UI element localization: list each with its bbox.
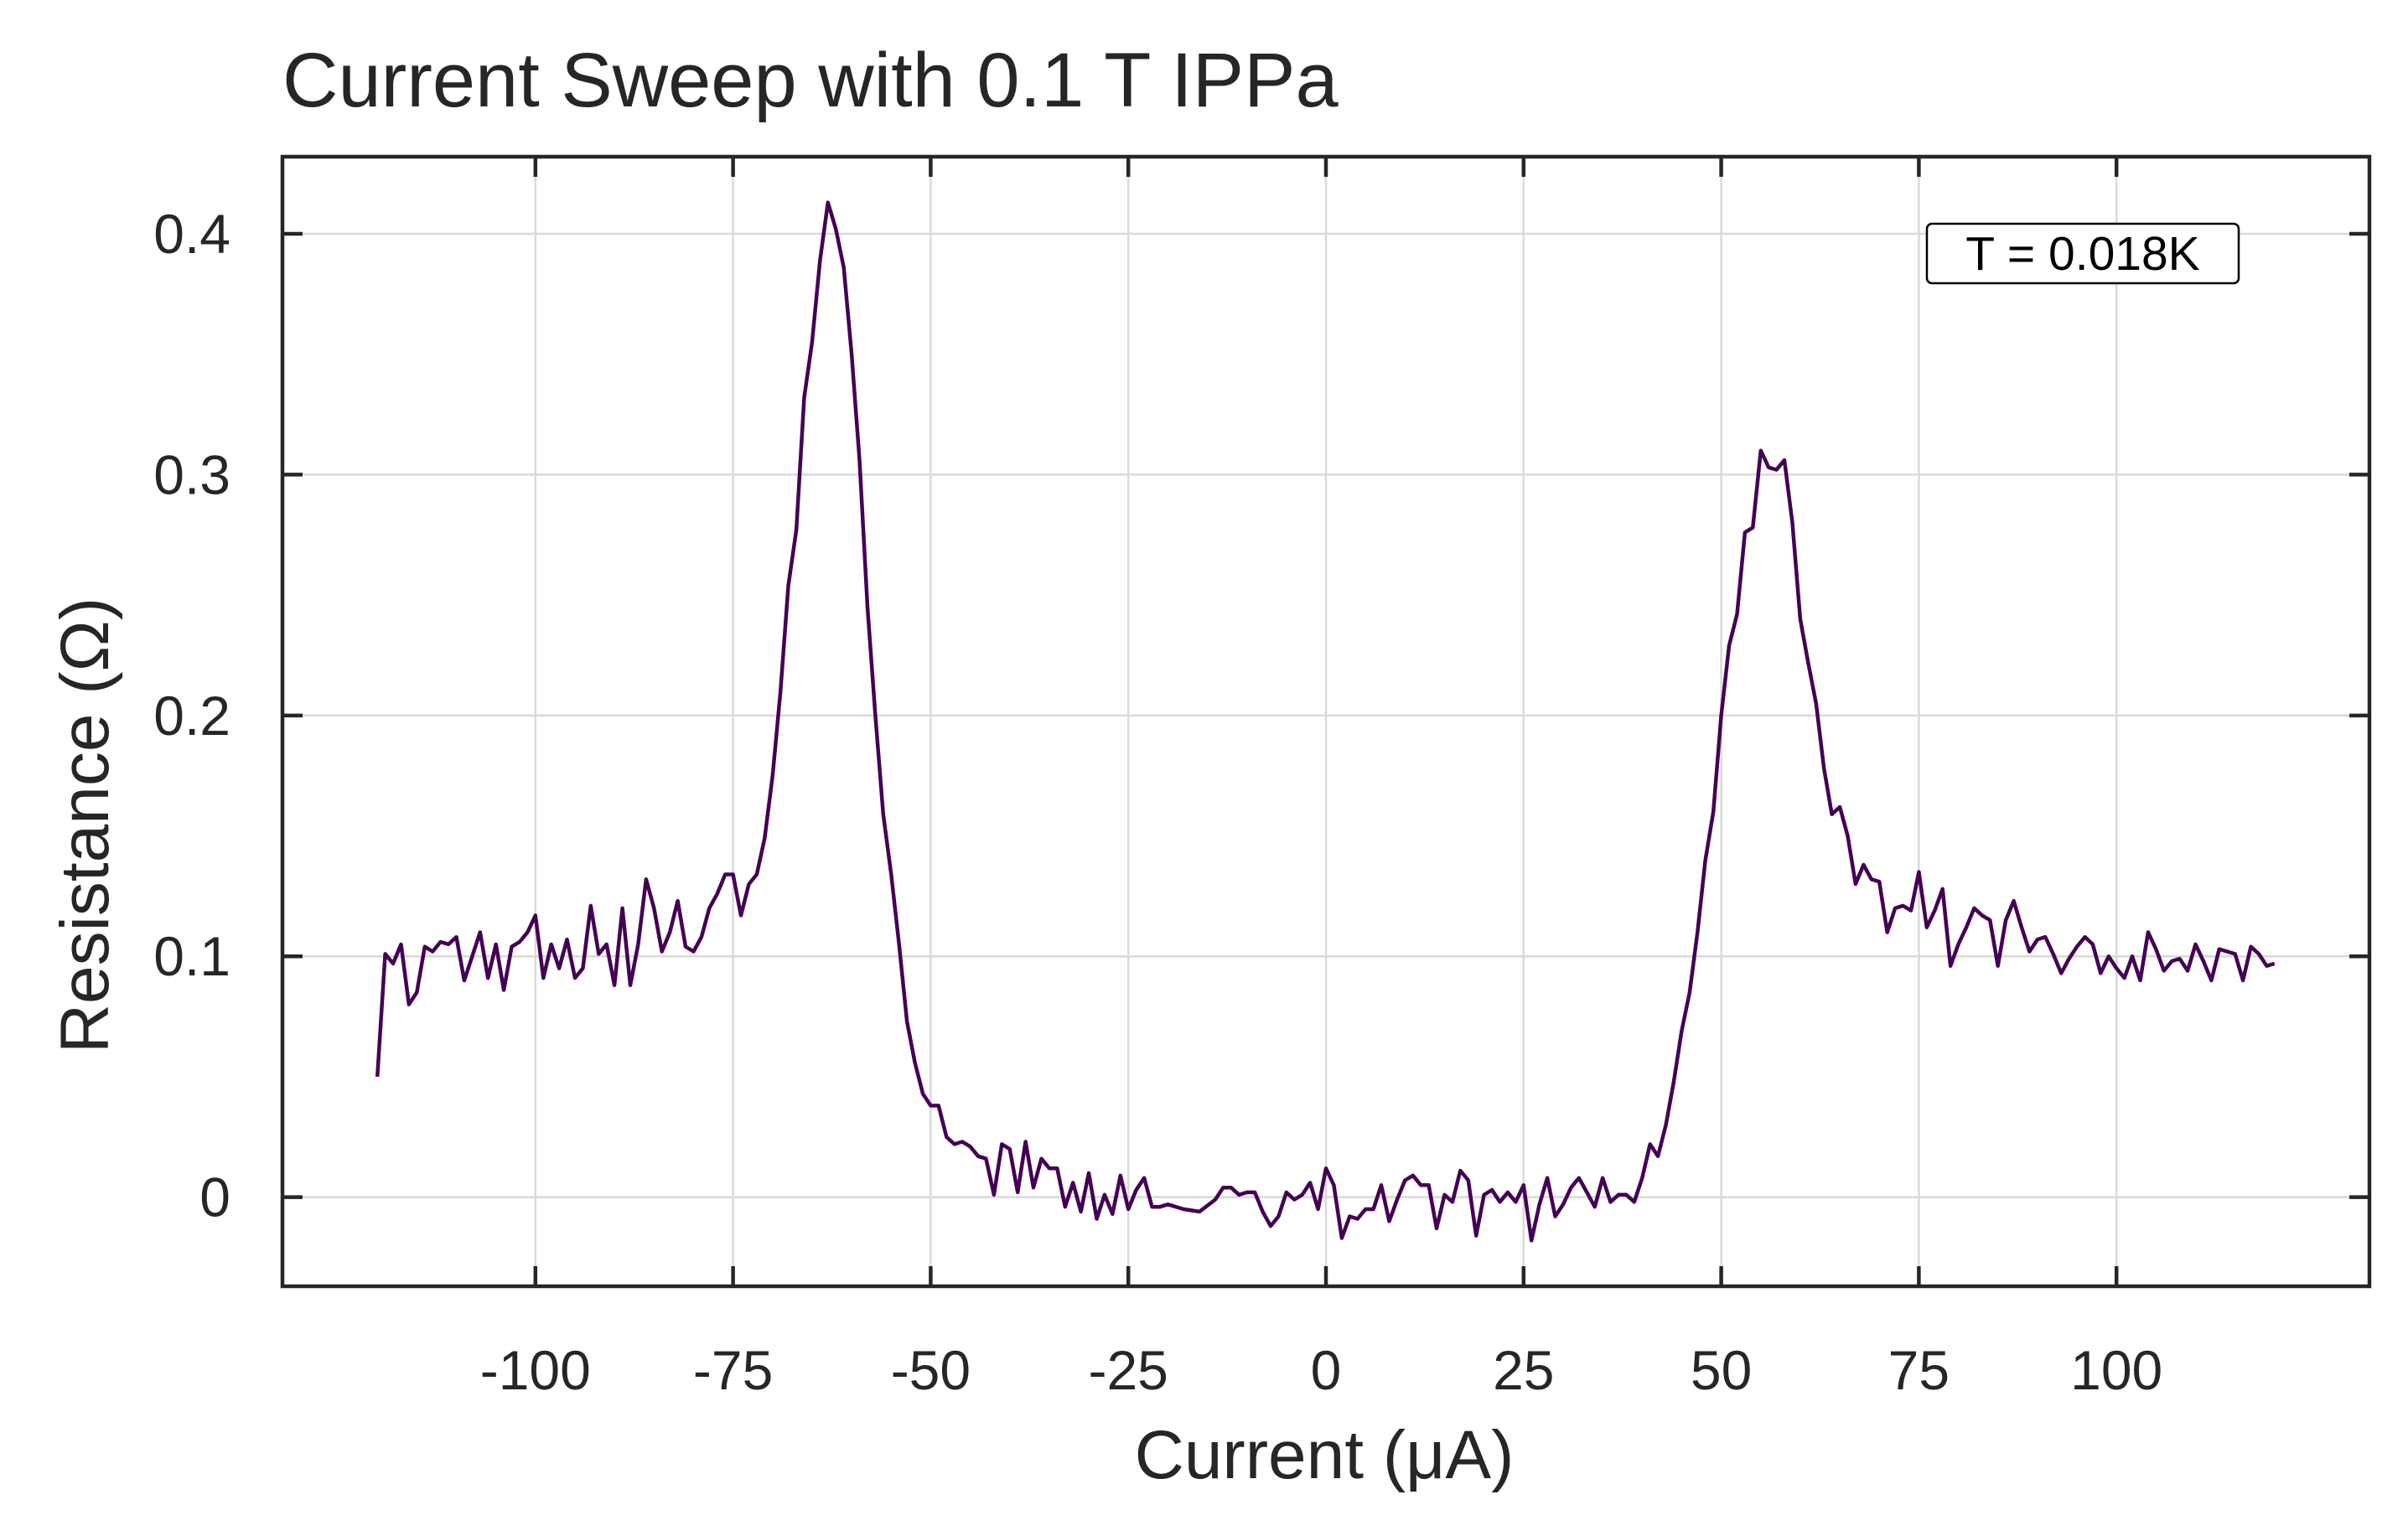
y-tick-label: 0.1 xyxy=(153,925,230,987)
temperature-annotation: T = 0.018K xyxy=(1965,227,2199,281)
y-axis-label: Resistance (Ω) xyxy=(47,597,123,1053)
y-tick-label: 0.4 xyxy=(153,203,230,265)
y-tick-label: 0.3 xyxy=(153,443,230,505)
tick-labels: -100 -75 -50 -25 0 25 50 75 100 0 0.1 0.2 0.3 0.4 xyxy=(153,203,2162,1401)
x-tick-label: 100 xyxy=(2070,1339,2162,1401)
ticks xyxy=(282,157,2369,1286)
x-tick-label: -25 xyxy=(1089,1339,1168,1401)
x-tick-label: -75 xyxy=(693,1339,773,1401)
grid xyxy=(282,157,2369,1286)
annotation-box-border xyxy=(1925,222,2240,285)
data-line-layer xyxy=(375,200,2276,1243)
x-tick-label: 25 xyxy=(1493,1339,1554,1401)
x-tick-label: 50 xyxy=(1691,1339,1752,1401)
y-tick-label: 0 xyxy=(199,1166,230,1228)
x-tick-label: 0 xyxy=(1311,1339,1342,1401)
x-axis-label: Current (μA) xyxy=(1135,1417,1515,1493)
resistance-series-line xyxy=(375,200,2276,1243)
x-tick-label: 75 xyxy=(1888,1339,1950,1401)
x-tick-label: -100 xyxy=(480,1339,591,1401)
y-tick-label: 0.2 xyxy=(153,685,230,747)
x-tick-label: -50 xyxy=(891,1339,971,1401)
annotation-box: T = 0.018K xyxy=(1925,222,2240,285)
chart-title: Current Sweep with 0.1 T IPPa xyxy=(282,38,1339,123)
